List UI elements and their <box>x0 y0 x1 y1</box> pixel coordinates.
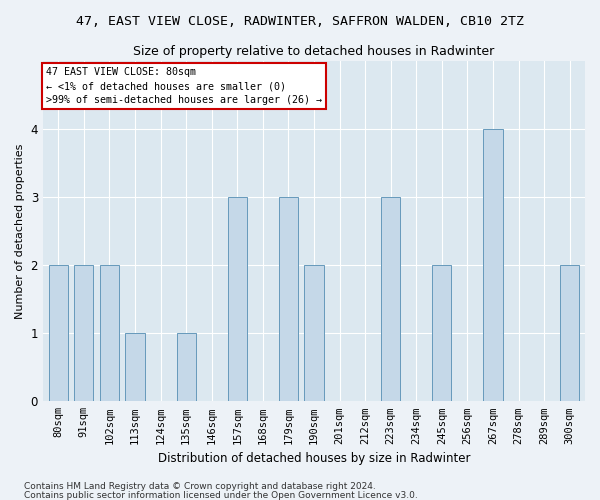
Bar <box>49 265 68 402</box>
X-axis label: Distribution of detached houses by size in Radwinter: Distribution of detached houses by size … <box>158 452 470 465</box>
Bar <box>176 333 196 402</box>
Text: Contains HM Land Registry data © Crown copyright and database right 2024.: Contains HM Land Registry data © Crown c… <box>24 482 376 491</box>
Bar <box>279 197 298 402</box>
Bar <box>560 265 579 402</box>
Bar <box>227 197 247 402</box>
Bar <box>125 333 145 402</box>
Text: 47, EAST VIEW CLOSE, RADWINTER, SAFFRON WALDEN, CB10 2TZ: 47, EAST VIEW CLOSE, RADWINTER, SAFFRON … <box>76 15 524 28</box>
Bar <box>432 265 451 402</box>
Bar <box>484 128 503 402</box>
Y-axis label: Number of detached properties: Number of detached properties <box>15 143 25 318</box>
Bar <box>74 265 94 402</box>
Bar <box>381 197 400 402</box>
Text: Contains public sector information licensed under the Open Government Licence v3: Contains public sector information licen… <box>24 490 418 500</box>
Text: 47 EAST VIEW CLOSE: 80sqm
← <1% of detached houses are smaller (0)
>99% of semi-: 47 EAST VIEW CLOSE: 80sqm ← <1% of detac… <box>46 68 322 106</box>
Title: Size of property relative to detached houses in Radwinter: Size of property relative to detached ho… <box>133 45 494 58</box>
Bar <box>304 265 323 402</box>
Bar <box>100 265 119 402</box>
